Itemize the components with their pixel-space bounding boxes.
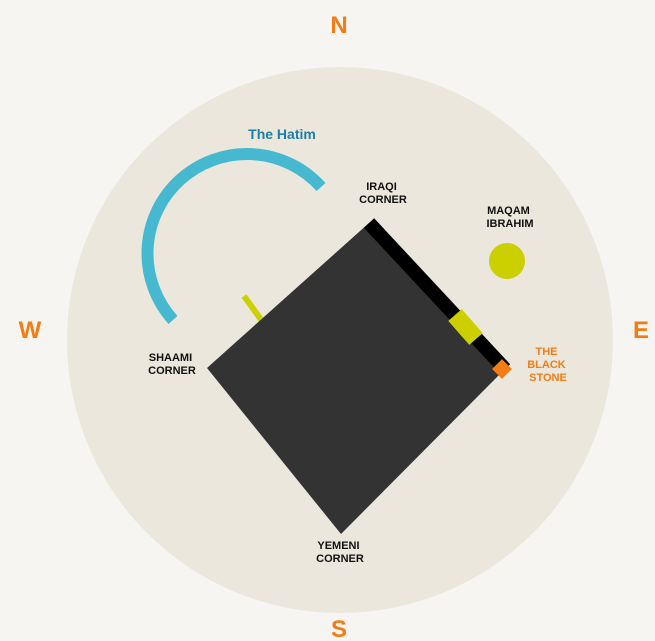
maqam-ibrahim-line-2: IBRAHIM [486, 218, 533, 230]
iraqi-corner-label: IRAQI CORNER [359, 181, 407, 206]
yemeni-corner-line-2: CORNER [316, 553, 364, 565]
kaaba-door-band [363, 218, 511, 374]
black-stone-line-3: STONE [529, 372, 567, 384]
compass-south: S [331, 616, 347, 641]
kaaba-structure [207, 223, 505, 534]
hatim-marker [241, 294, 265, 323]
compass-west: W [19, 317, 42, 344]
shaami-corner-line-1: SHAAMI [149, 352, 192, 364]
kaaba-door [448, 309, 483, 345]
maqam-ibrahim-marker [489, 243, 525, 279]
iraqi-corner-line-1: IRAQI [366, 181, 397, 193]
shaami-corner-label: SHAAMI CORNER [148, 352, 196, 377]
compass-east: E [633, 317, 649, 344]
maqam-ibrahim-label: MAQAM IBRAHIM [486, 205, 533, 230]
yemeni-corner-label: YEMENI CORNER [316, 540, 364, 565]
iraqi-corner-line-2: CORNER [359, 194, 407, 206]
yemeni-corner-line-1: YEMENI [317, 540, 359, 552]
hatim-label: The Hatim [248, 126, 316, 142]
black-stone-line-1: THE [535, 346, 557, 358]
hatim-arc [141, 148, 326, 325]
compass-north: N [330, 12, 347, 39]
black-stone-line-2: BLACK [527, 359, 566, 371]
shaami-corner-line-2: CORNER [148, 365, 196, 377]
maqam-ibrahim-line-1: MAQAM [487, 205, 530, 217]
black-stone-marker [492, 359, 512, 379]
black-stone-label: THE BLACK STONE [527, 346, 569, 384]
